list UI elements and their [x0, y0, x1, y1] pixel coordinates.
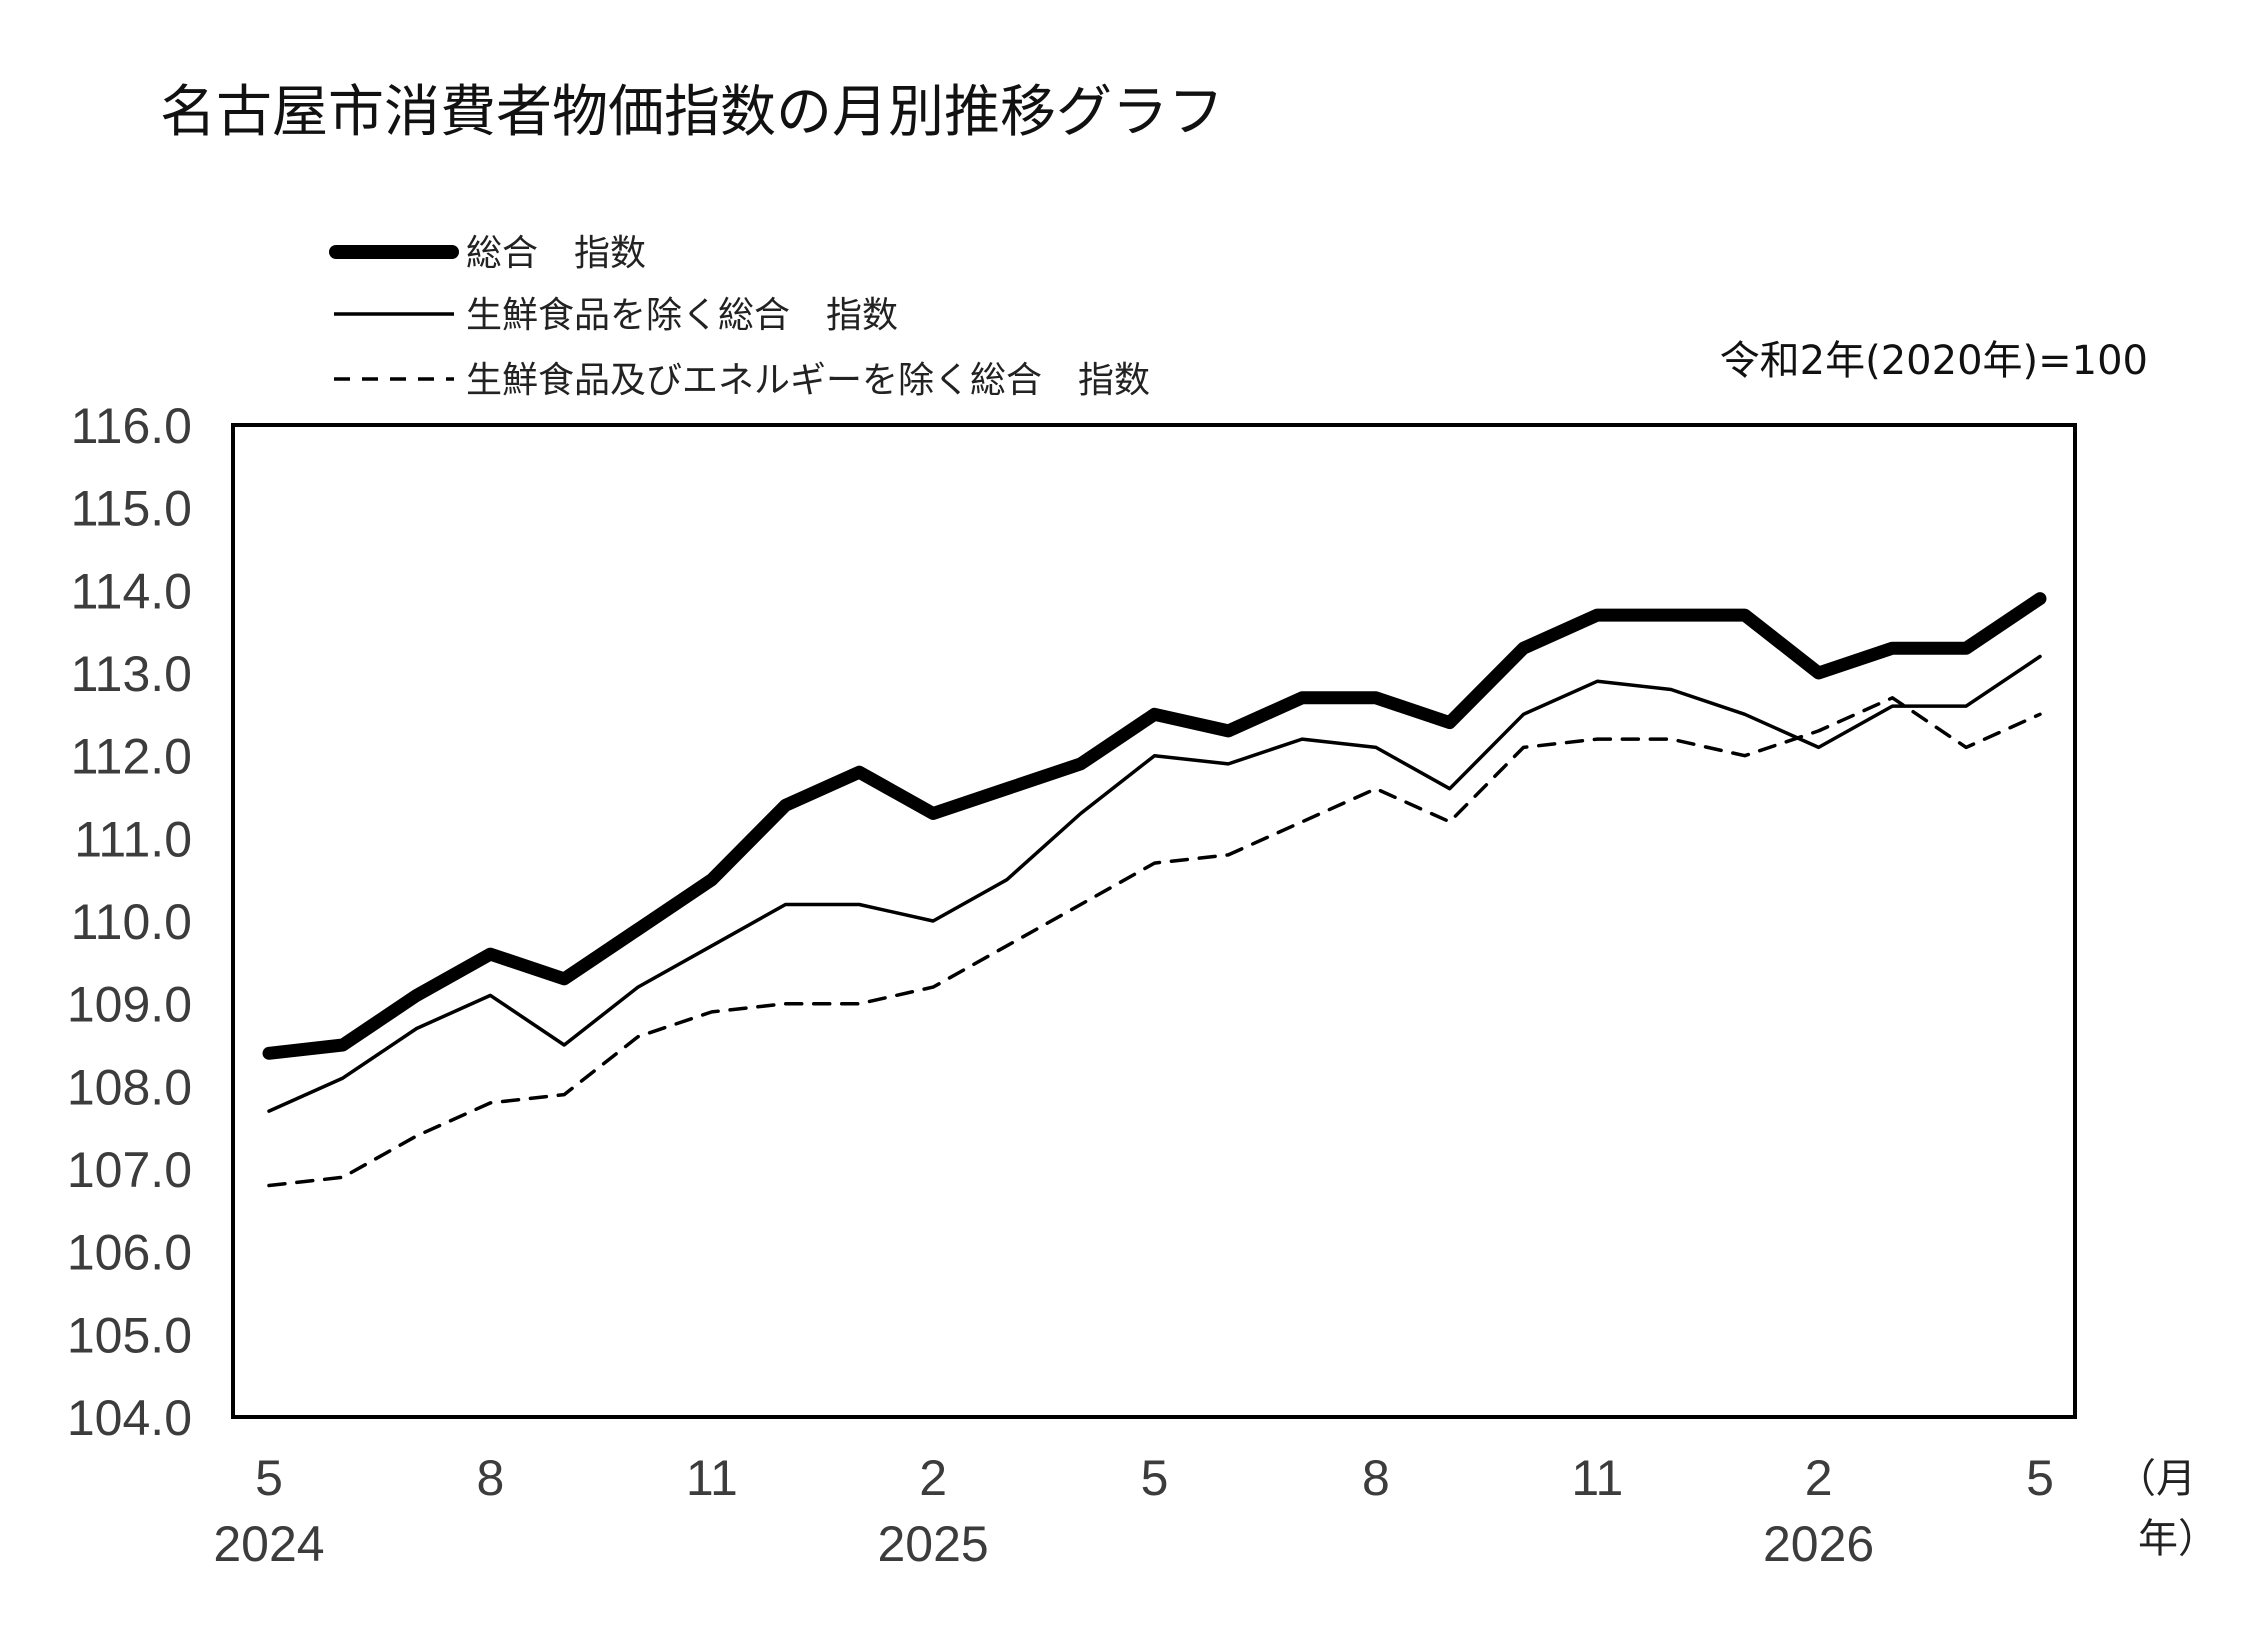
x-tick-label: 8	[476, 1450, 504, 1506]
legend-item-excl-fresh-food: 生鮮食品を除く総合 指数	[334, 295, 898, 336]
legend-item-sogo: 総合 指数	[329, 233, 646, 274]
legend-label: 総合 指数	[466, 233, 646, 274]
y-tick-label: 108.0	[67, 1059, 192, 1115]
plot-area-frame	[231, 423, 2077, 1419]
y-tick-label: 109.0	[67, 977, 192, 1033]
y-tick-label: 116.0	[71, 398, 192, 454]
legend-label: 生鮮食品及びエネルギーを除く総合 指数	[466, 360, 1150, 401]
y-tick-label: 115.0	[71, 481, 192, 537]
y-tick-label: 111.0	[74, 811, 192, 867]
y-tick-label: 104.0	[67, 1390, 192, 1446]
y-tick-label: 106.0	[67, 1225, 192, 1281]
legend-item-excl-fresh-food-energy: 生鮮食品及びエネルギーを除く総合 指数	[334, 360, 1150, 401]
x-tick-label: 2	[1805, 1450, 1833, 1506]
series-line-excl-fresh-food	[267, 654, 2042, 1113]
chart-title: 名古屋市消費者物価指数の月別推移グラフ	[160, 80, 1224, 145]
x-tick-label: 2	[919, 1450, 947, 1506]
x-tick-label: 5	[255, 1450, 283, 1506]
y-tick-label: 110.0	[71, 894, 192, 950]
y-tick-label: 107.0	[67, 1142, 192, 1198]
x-tick-label: 8	[1362, 1450, 1390, 1506]
y-tick-label: 113.0	[71, 646, 192, 702]
x-year-label: 2025	[877, 1516, 988, 1572]
x-tick-label: 5	[1141, 1450, 1169, 1506]
series-layer	[262, 592, 2047, 1188]
legend-label: 生鮮食品を除く総合 指数	[466, 295, 898, 336]
y-tick-label: 105.0	[67, 1307, 192, 1363]
x-year-label: 2026	[1763, 1516, 1874, 1572]
y-tick-label: 114.0	[71, 563, 192, 619]
x-axis-unit-month: （月	[2116, 1456, 2196, 1502]
x-tick-label: 11	[686, 1450, 738, 1506]
x-axis-year-labels: 2024 2025 2026	[213, 1516, 1874, 1572]
series-line-sogo	[262, 592, 2047, 1060]
series-line-excl-fresh-food-energy	[267, 696, 2042, 1188]
x-axis-month-labels: 5 8 11 2 5 8 11 2 5	[255, 1450, 2054, 1506]
legend: 総合 指数 生鮮食品を除く総合 指数 生鮮食品及びエネルギーを除く総合 指数	[329, 233, 1150, 401]
base-year-note: 令和2年(2020年)=100	[1720, 338, 2148, 384]
y-axis-tick-labels: 116.0 115.0 114.0 113.0 112.0 111.0 110.0 109.0…	[67, 398, 192, 1446]
x-tick-label: 11	[1571, 1450, 1623, 1506]
x-axis-unit-year: 年）	[2138, 1516, 2218, 1562]
y-tick-label: 112.0	[71, 729, 192, 785]
x-year-label: 2024	[213, 1516, 324, 1572]
x-tick-label: 5	[2026, 1450, 2054, 1506]
